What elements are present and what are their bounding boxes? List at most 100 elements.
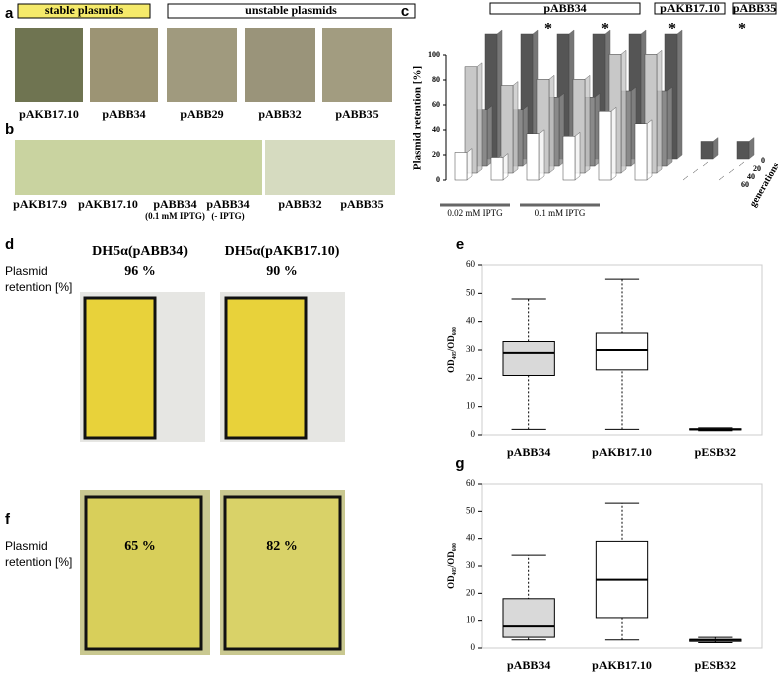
bar [598,111,612,181]
x-tick-label: pAKB17.10 [592,445,652,459]
y-label: Plasmid retention [%] [412,66,424,170]
bar [700,141,714,160]
header: stable plasmids [45,3,124,17]
tube-note: (- IPTG) [211,211,244,221]
tube-note: (0.1 mM IPTG) [145,211,205,221]
bar-side [656,49,663,174]
y-tick-label: 10 [466,615,476,625]
y-tick-label: 100 [428,50,440,59]
plate-label: pABB34 [102,107,145,121]
y-tick-label: 0 [436,175,440,184]
tube-label: pABB35 [340,197,383,211]
asterisk: * [544,21,552,38]
bar-side [476,62,483,174]
tube-label: pABB34 [206,197,249,211]
bar [454,152,468,181]
panel-label: e [456,236,464,253]
bar-side [538,129,545,181]
bar-side [548,74,555,174]
retention: 90 % [266,264,298,279]
y-tick-label: 60 [466,259,476,269]
bar-side [748,136,755,160]
y-tick-label: 20 [466,372,476,382]
bar-side [502,152,509,181]
y-label: OD₄₀₅/OD₆₀₀ [446,543,456,589]
box [595,332,649,371]
bar [736,141,750,160]
bar-side [620,49,627,174]
group-label: pABB35 [733,1,776,15]
depth-tick: 40 [747,172,755,181]
header: unstable plasmids [245,3,337,17]
asterisk: * [601,21,609,38]
y-tick-label: 0 [471,429,476,439]
bar-side [584,74,591,174]
row-label: retention [%] [5,555,72,569]
group-label: pAKB17.10 [660,1,720,15]
asterisk: * [738,21,746,38]
well-photos [80,292,345,655]
bar-side [646,119,653,181]
tube-label: pABB34 [153,197,196,211]
bar [490,157,504,181]
strain: DH5α(pABB34) [92,244,188,259]
bar-side [466,147,473,181]
y-tick-label: 50 [466,505,476,515]
bar-side [512,80,519,174]
asterisk: * [668,21,676,38]
bar-side [728,168,735,174]
y-tick-label: 40 [466,316,476,326]
unstable-box [167,3,416,19]
bar-side [574,131,581,181]
bar [634,123,648,181]
tube-label: pAKB17.10 [78,197,138,211]
bar-side [738,161,745,167]
y-tick-label: 20 [466,587,476,597]
y-tick-label: 10 [466,401,476,411]
tube-label: pAKB17.9 [13,197,67,211]
stable-box [17,3,151,19]
group-box [489,2,641,15]
condition-label: 0.02 mM IPTG [447,208,503,218]
panel-label: a [5,5,14,22]
panel-label: b [5,121,14,138]
row-label: Plasmid [5,264,48,278]
plate-label: pABB29 [180,107,223,121]
bar-side [486,105,493,167]
y-label: OD₄₀₅/OD₆₀₀ [446,327,456,373]
y-tick-label: 30 [466,560,476,570]
group-box [654,2,726,15]
strain: DH5α(pAKB17.10) [225,244,340,259]
y-tick-label: 40 [466,533,476,543]
bar-side [702,161,709,167]
panel-label: g [455,455,464,472]
y-tick-label: 30 [466,344,476,354]
bar-side [610,106,617,181]
tube-photos [15,140,395,195]
y-tick-label: 20 [432,150,440,159]
bar [562,136,576,181]
panel-label: d [5,236,14,253]
y-tick-label: 50 [466,287,476,297]
retention: 82 % [266,539,298,554]
bar-side [676,29,683,160]
panel-label: f [5,511,11,528]
bar [526,133,540,181]
x-tick-label: pESB32 [695,658,736,672]
depth-tick: 60 [741,180,749,189]
depth-tick: 0 [761,156,765,165]
y-tick-label: 40 [432,125,440,134]
group-label: pABB34 [543,1,586,15]
retention: 65 % [124,539,156,554]
plate-label: pABB32 [258,107,301,121]
y-tick-label: 60 [432,100,440,109]
bar-side [682,175,689,181]
y-tick-label: 0 [471,642,476,652]
box [502,598,555,638]
plate-label: pAKB17.10 [19,107,79,121]
box [502,341,555,376]
bar-side [666,86,673,167]
bar-side [692,168,699,174]
row-label: retention [%] [5,280,72,294]
row-label: Plasmid [5,539,48,553]
